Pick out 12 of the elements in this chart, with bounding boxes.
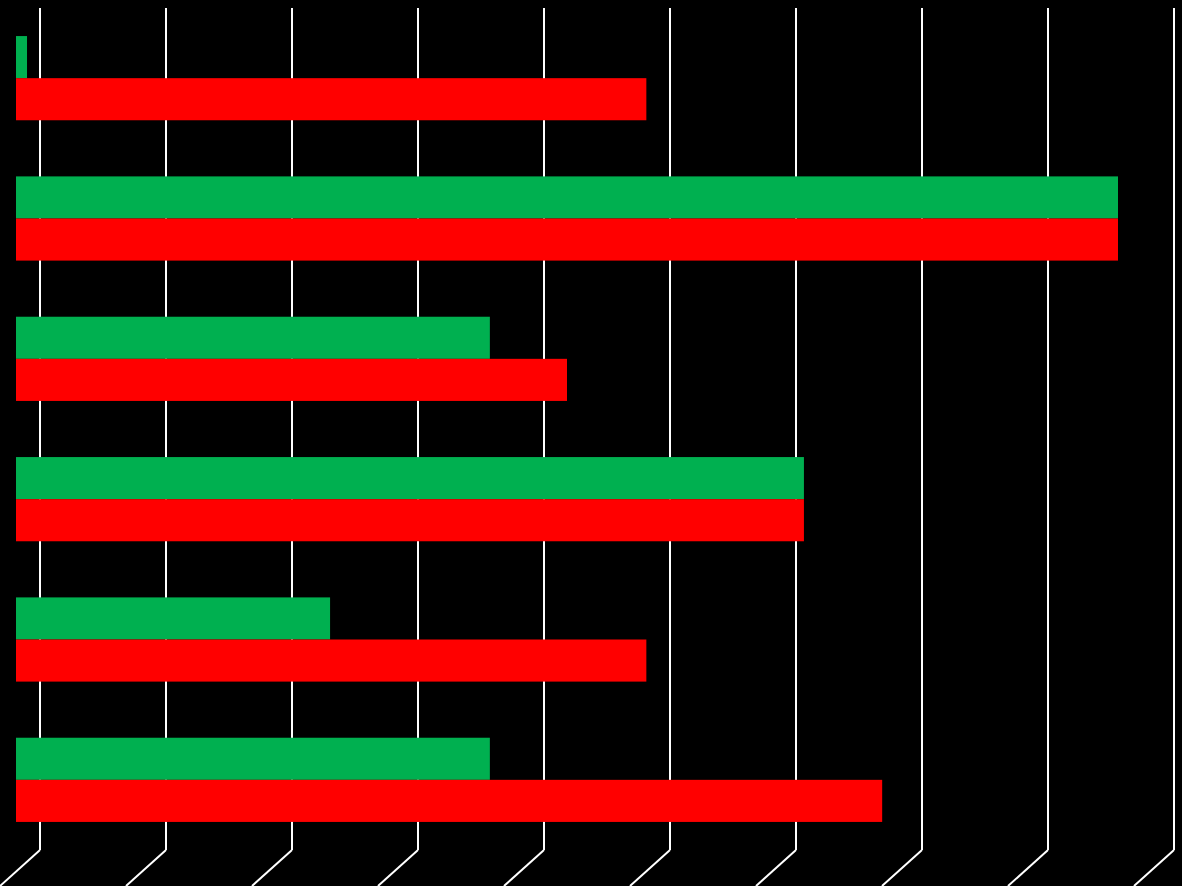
bar <box>16 457 804 500</box>
bar <box>16 779 883 822</box>
bar <box>16 218 1118 261</box>
bar <box>16 36 28 79</box>
bar <box>16 639 647 682</box>
bar <box>16 358 567 401</box>
bar <box>16 176 1118 219</box>
bar <box>16 597 331 640</box>
bar <box>16 78 647 121</box>
bar <box>16 499 804 542</box>
bar <box>16 316 490 359</box>
bar <box>16 737 490 780</box>
